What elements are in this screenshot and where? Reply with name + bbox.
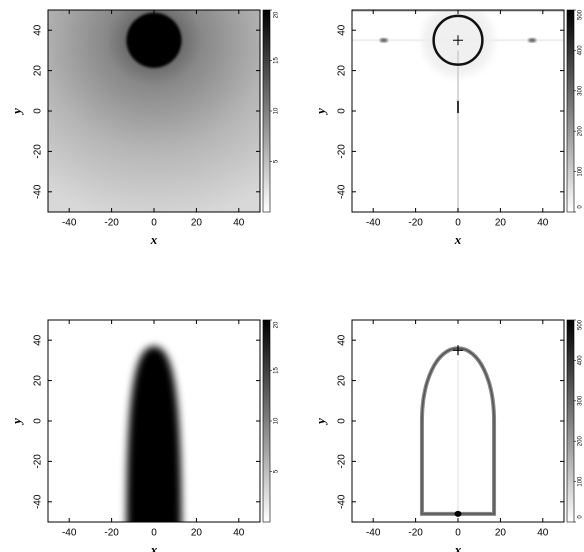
colorbar-tick-label: 300 (578, 85, 584, 96)
y-tick-label: 0 (337, 418, 348, 424)
y-tick-label: 20 (337, 65, 348, 77)
colorbar-tick-label: 20 (274, 321, 280, 328)
x-tick-label: -40 (366, 218, 381, 229)
heatmap (352, 320, 564, 522)
y-tick-label: 40 (337, 334, 348, 346)
colorbar (262, 9, 271, 213)
colorbar-tick-label: 500 (578, 9, 584, 20)
x-tick-label: -20 (408, 218, 423, 229)
y-tick-label: 40 (33, 24, 44, 36)
heatmap-field (379, 38, 388, 43)
heatmap-field (454, 510, 462, 517)
x-tick-label: 0 (455, 218, 461, 229)
heatmap-field (432, 14, 484, 66)
x-tick-label: -40 (62, 218, 77, 229)
colorbar-tick-label: 400 (578, 45, 584, 56)
x-tick-label: 0 (151, 218, 157, 229)
x-tick-label: 0 (151, 528, 157, 539)
y-tick-label: 20 (337, 375, 348, 387)
x-tick-label: 20 (191, 528, 203, 539)
x-tick-label: -40 (62, 528, 77, 539)
y-tick-label: -20 (33, 144, 44, 159)
y-tick-label: 20 (33, 375, 44, 387)
x-axis-label: x (454, 542, 462, 552)
x-tick-label: 40 (537, 528, 549, 539)
x-tick-label: 40 (233, 528, 245, 539)
colorbar-tick-label: 5 (274, 469, 280, 473)
y-tick-label: -40 (337, 184, 348, 199)
colorbar-tick-label: 10 (274, 417, 280, 424)
colorbar-tick-label: 100 (578, 166, 584, 177)
y-tick-label: 0 (33, 108, 44, 114)
colorbar-tick-label: 20 (274, 11, 280, 18)
colorbar-tick-label: 300 (578, 395, 584, 406)
y-tick-label: 0 (33, 418, 44, 424)
x-tick-label: 20 (495, 528, 507, 539)
heatmap-field (528, 38, 537, 43)
colorbar-tick-label: 15 (274, 57, 280, 64)
colorbar-tick-label: 0 (578, 515, 584, 519)
y-axis-label: y (313, 108, 328, 116)
x-tick-label: 0 (455, 528, 461, 539)
y-tick-label: 40 (337, 24, 348, 36)
y-tick-label: -20 (33, 454, 44, 469)
colorbar-tick-label: 200 (578, 126, 584, 137)
colorbar-tick-label: 15 (274, 367, 280, 374)
y-axis-label: y (313, 418, 328, 426)
x-axis-label: x (150, 232, 158, 247)
colorbar-tick-label: 5 (274, 159, 280, 163)
x-tick-label: 20 (495, 218, 507, 229)
y-axis-label: y (9, 418, 24, 426)
x-axis-label: x (150, 542, 158, 552)
y-tick-label: -40 (33, 494, 44, 509)
colorbar (566, 9, 575, 213)
x-tick-label: -20 (104, 218, 119, 229)
colorbar-tick-label: 100 (578, 476, 584, 487)
x-tick-label: 20 (191, 218, 203, 229)
y-tick-label: 20 (33, 65, 44, 77)
heatmap-field (126, 12, 182, 68)
y-tick-label: 40 (33, 334, 44, 346)
x-tick-label: 40 (233, 218, 245, 229)
colorbar-tick-label: 10 (274, 107, 280, 114)
x-tick-label: -20 (408, 528, 423, 539)
heatmap (48, 320, 260, 522)
heatmap-field (126, 346, 182, 522)
marker (453, 345, 463, 356)
x-tick-label: 40 (537, 218, 549, 229)
y-tick-label: -40 (33, 184, 44, 199)
colorbar (566, 319, 575, 523)
x-axis-label: x (454, 232, 462, 247)
marker (453, 35, 463, 46)
y-tick-label: 0 (337, 108, 348, 114)
x-tick-label: -20 (104, 528, 119, 539)
heatmap (48, 10, 260, 212)
heatmap (352, 10, 564, 212)
y-tick-label: -40 (337, 494, 348, 509)
colorbar-tick-label: 0 (578, 205, 584, 209)
colorbar-tick-label: 200 (578, 436, 584, 447)
colorbar-tick-label: 500 (578, 319, 584, 330)
colorbar-tick-label: 400 (578, 355, 584, 366)
y-tick-label: -20 (337, 454, 348, 469)
x-tick-label: -40 (366, 528, 381, 539)
colorbar (262, 319, 271, 523)
y-axis-label: y (9, 108, 24, 116)
y-tick-label: -20 (337, 144, 348, 159)
